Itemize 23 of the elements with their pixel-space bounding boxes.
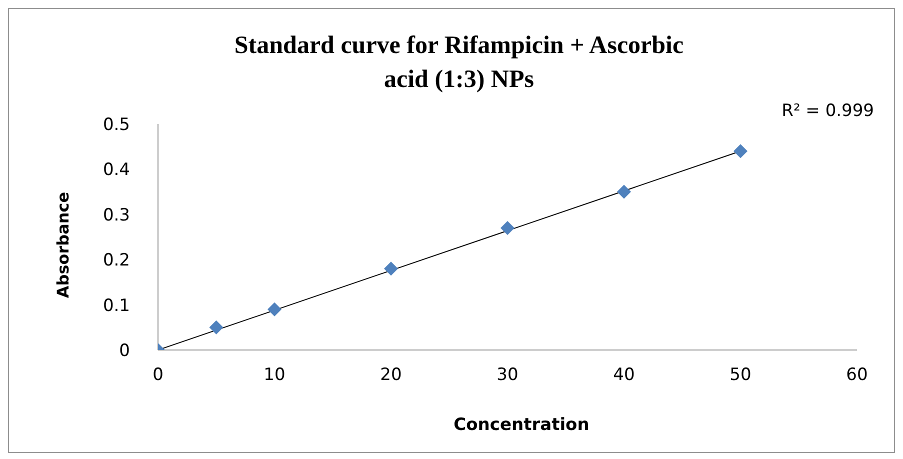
x-tick-label: 40 bbox=[613, 365, 635, 386]
x-tick-label: 50 bbox=[730, 365, 752, 386]
x-tick-label: 20 bbox=[380, 365, 402, 386]
x-tick-label: 10 bbox=[264, 365, 286, 386]
point bbox=[209, 320, 224, 334]
y-axis-title: Absorbance bbox=[54, 192, 72, 298]
x-tick-label: 60 bbox=[846, 365, 868, 386]
y-tick-label: 0.4 bbox=[102, 160, 130, 180]
point bbox=[617, 184, 631, 199]
y-tick-label: 0.5 bbox=[102, 115, 130, 136]
x-tick-label: 0 bbox=[152, 365, 164, 386]
point bbox=[384, 262, 398, 276]
point bbox=[500, 220, 514, 235]
y-tick-label: 0 bbox=[119, 341, 130, 362]
x-axis-title: Concentration bbox=[452, 415, 590, 435]
chart-title: Standard curve for Rifampicin + Ascorbic acid (1:3) NPs bbox=[233, 31, 685, 95]
y-tick-label: 0.2 bbox=[102, 250, 130, 271]
text: R² = 0.999 bbox=[782, 101, 874, 121]
y-tick-label: 0.3 bbox=[102, 205, 130, 226]
x-tick-label: 30 bbox=[496, 365, 518, 386]
point bbox=[268, 302, 282, 316]
y-tick-label: 0.1 bbox=[102, 296, 130, 316]
point bbox=[734, 144, 748, 158]
